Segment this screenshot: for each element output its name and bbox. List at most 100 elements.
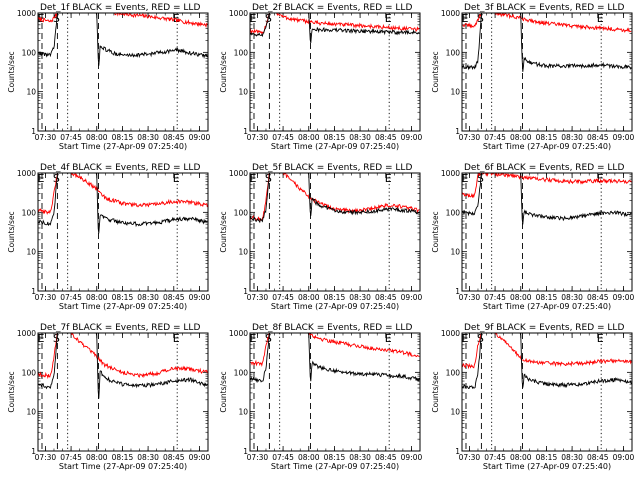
plot-frame (249, 12, 421, 132)
series-group (462, 13, 632, 72)
x-axis-ticks (469, 333, 633, 451)
y-tick-label: 100 (234, 208, 249, 217)
chart-panel: Det_9f BLACK = Events, RED = LLD Counts/s… (431, 323, 634, 471)
x-axis-ticks (45, 173, 209, 291)
series-line-black (462, 333, 632, 390)
y-tick-label: 1000 (229, 9, 248, 18)
x-axis-label: Start Time (27-Apr-09 07:25:40) (271, 462, 399, 471)
chart-panel: Det_2f BLACK = Events, RED = LLD Counts/s… (219, 3, 422, 151)
x-tick-label: 08:00 (510, 133, 532, 142)
x-axis-label: Start Time (27-Apr-09 07:25:40) (483, 462, 611, 471)
x-tick-label: 08:00 (86, 133, 108, 142)
event-marker-label: E (250, 332, 257, 345)
x-tick-label: 08:15 (536, 453, 558, 462)
x-tick-label: 08:30 (349, 293, 371, 302)
y-tick-label: 10 (450, 408, 460, 417)
y-axis-label: Counts/sec (7, 51, 16, 92)
x-axis-ticks (469, 173, 633, 291)
event-marker-label: E (385, 12, 392, 25)
y-tick-label: 10 (450, 248, 460, 257)
y-tick-label: 1 (455, 447, 460, 456)
x-tick-label: 08:30 (137, 293, 159, 302)
series-line-black (462, 13, 632, 72)
series-line-red (250, 13, 420, 35)
x-tick-label: 09:00 (189, 453, 211, 462)
series-line-black (38, 333, 208, 399)
event-marker-label: E (385, 172, 392, 185)
y-tick-label: 1000 (441, 9, 460, 18)
y-tick-label: 100 (22, 208, 37, 217)
event-marker-label: E (38, 172, 45, 185)
plot-frame (249, 332, 421, 452)
y-tick-label: 100 (234, 48, 249, 57)
x-tick-label: 08:45 (163, 453, 185, 462)
y-tick-label: 10 (26, 408, 36, 417)
chart-title: Det_6f BLACK = Events, RED = LLD (464, 163, 624, 173)
y-tick-label: 10 (26, 248, 36, 257)
x-tick-label: 07:45 (272, 453, 294, 462)
x-tick-label: 07:30 (247, 133, 269, 142)
y-axis-label: Counts/sec (431, 51, 440, 92)
y-tick-label: 1 (31, 447, 36, 456)
y-tick-label: 100 (446, 208, 461, 217)
x-tick-label: 08:15 (112, 453, 134, 462)
x-tick-label: 07:45 (484, 453, 506, 462)
chart-panel: Det_4f BLACK = Events, RED = LLD Counts/s… (7, 163, 210, 311)
x-tick-label: 08:30 (561, 133, 583, 142)
y-tick-label: 10 (450, 88, 460, 97)
series-group (250, 333, 420, 383)
y-axis-label: Counts/sec (7, 211, 16, 252)
y-tick-label: 10 (238, 88, 248, 97)
event-marker-label: E (173, 332, 180, 345)
series-line-black (38, 13, 208, 66)
x-tick-label: 08:15 (324, 133, 346, 142)
x-axis-label: Start Time (27-Apr-09 07:25:40) (271, 302, 399, 311)
y-tick-label: 100 (446, 48, 461, 57)
chart-panel: Det_5f BLACK = Events, RED = LLD Counts/s… (219, 163, 422, 311)
x-tick-label: 07:45 (60, 133, 82, 142)
y-tick-label: 1 (31, 127, 36, 136)
series-group (250, 173, 420, 224)
event-marker-label: S (477, 12, 484, 25)
x-tick-label: 08:30 (349, 133, 371, 142)
y-axis-ticks (462, 172, 632, 292)
y-tick-label: 1000 (17, 329, 36, 338)
event-marker-label: E (597, 172, 604, 185)
x-tick-label: 07:45 (60, 453, 82, 462)
x-tick-label: 08:45 (375, 453, 397, 462)
x-tick-label: 08:30 (561, 293, 583, 302)
x-tick-label: 08:00 (510, 453, 532, 462)
x-tick-label: 08:45 (587, 453, 609, 462)
series-line-red (38, 173, 208, 215)
event-marker-label: S (53, 12, 60, 25)
y-tick-label: 100 (22, 368, 37, 377)
chart-panel: Det_3f BLACK = Events, RED = LLD Counts/s… (431, 3, 634, 151)
x-tick-label: 09:00 (613, 133, 635, 142)
x-axis-ticks (45, 333, 209, 451)
y-tick-label: 100 (234, 368, 249, 377)
chart-title: Det_7f BLACK = Events, RED = LLD (40, 323, 200, 333)
chart-title: Det_4f BLACK = Events, RED = LLD (40, 163, 200, 173)
chart-title: Det_3f BLACK = Events, RED = LLD (464, 3, 624, 13)
x-tick-label: 08:45 (587, 293, 609, 302)
x-tick-label: 08:45 (375, 133, 397, 142)
y-tick-label: 1 (455, 127, 460, 136)
chart-panel: Det_6f BLACK = Events, RED = LLD Counts/s… (431, 163, 634, 311)
x-tick-label: 09:00 (189, 293, 211, 302)
x-tick-label: 07:45 (60, 293, 82, 302)
event-marker-label: E (597, 12, 604, 25)
y-tick-label: 100 (22, 48, 37, 57)
y-axis-label: Counts/sec (219, 371, 228, 412)
y-axis-ticks (250, 172, 420, 292)
event-marker-label: E (250, 172, 257, 185)
series-line-black (462, 173, 632, 225)
x-tick-label: 07:30 (35, 133, 57, 142)
x-tick-label: 08:15 (324, 453, 346, 462)
y-axis-ticks (462, 12, 632, 132)
x-tick-label: 07:45 (272, 133, 294, 142)
x-tick-label: 07:45 (484, 133, 506, 142)
